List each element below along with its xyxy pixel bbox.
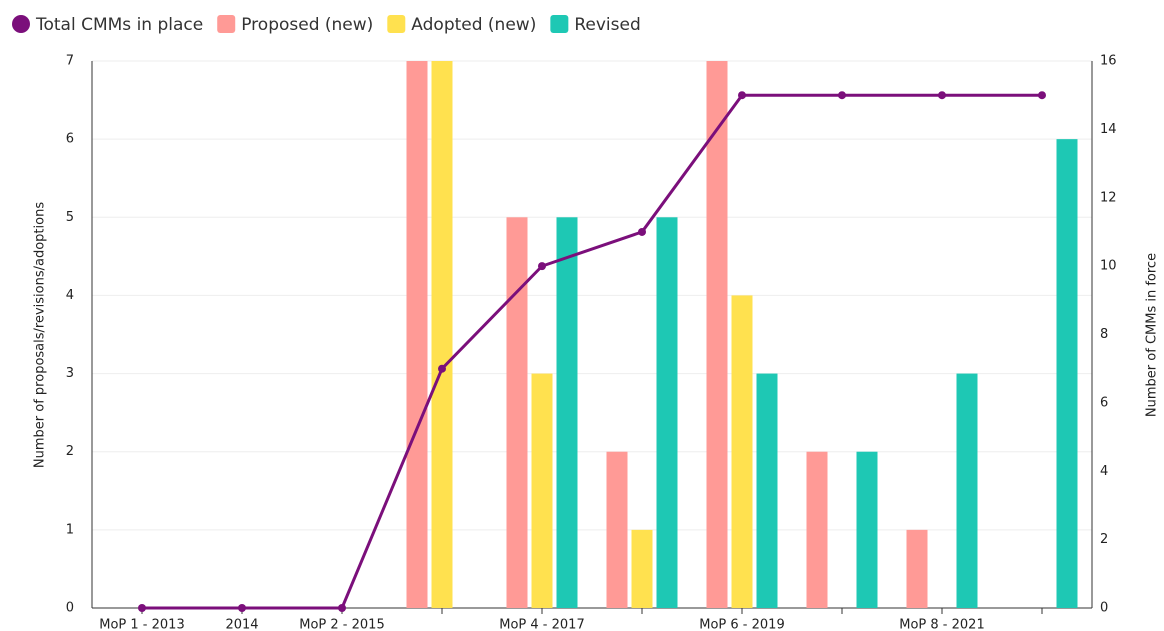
bar xyxy=(956,373,978,608)
x-tick-label: MoP 4 - 2017 xyxy=(499,618,584,631)
y2-tick-label: 12 xyxy=(1100,190,1117,205)
bar xyxy=(906,529,928,608)
y2-tick-label: 10 xyxy=(1100,259,1117,274)
line-point xyxy=(638,227,646,236)
line xyxy=(142,93,1042,610)
y2-tick-label: 0 xyxy=(1100,601,1108,616)
y2-axis-label: Number of CMMs in force xyxy=(1145,253,1160,417)
y2-tick-label: 8 xyxy=(1100,327,1108,342)
line-point xyxy=(938,91,946,100)
x-tick-label: 2014 xyxy=(225,618,258,631)
bar xyxy=(806,451,828,608)
x-tick-label: MoP 2 - 2015 xyxy=(299,618,384,631)
line-point xyxy=(338,604,346,612)
legend-swatch xyxy=(12,15,30,33)
legend-label: Total CMMs in place xyxy=(35,15,203,35)
y-tick-label: 5 xyxy=(66,210,74,225)
legend-swatch xyxy=(387,15,406,33)
bar xyxy=(431,61,453,608)
y-axis-label: Number of proposals/revisions/adoptions xyxy=(33,202,48,468)
y-tick-label: 3 xyxy=(66,366,74,381)
legend-label: Revised xyxy=(574,15,640,35)
y2-tick-label: 4 xyxy=(1100,464,1108,479)
legend-swatch xyxy=(550,15,569,33)
y2-tick-label: 2 xyxy=(1100,532,1108,547)
line-point xyxy=(738,91,746,100)
y2-tick-label: 14 xyxy=(1100,122,1117,137)
y-tick-label: 2 xyxy=(66,444,74,459)
y-tick-label: 1 xyxy=(66,522,74,537)
y-tick-label: 0 xyxy=(66,601,74,616)
bar xyxy=(556,217,578,608)
y-tick-label: 4 xyxy=(66,288,74,303)
line-point xyxy=(438,364,446,373)
bar xyxy=(606,451,628,608)
y2-tick-label: 16 xyxy=(1100,54,1117,69)
line-point xyxy=(838,91,846,100)
line-point xyxy=(238,604,246,612)
bar xyxy=(656,217,678,608)
legend-label: Proposed (new) xyxy=(241,15,373,35)
x-tick-label: MoP 8 - 2021 xyxy=(899,618,984,631)
x-tick-label: MoP 1 - 2013 xyxy=(99,618,184,631)
bar xyxy=(1056,139,1078,608)
line-point xyxy=(1038,91,1046,100)
y2-tick-label: 6 xyxy=(1100,395,1108,410)
bar xyxy=(506,217,528,608)
legend-label: Adopted (new) xyxy=(411,15,536,35)
bar xyxy=(756,373,778,608)
bar xyxy=(631,529,653,608)
bar xyxy=(856,451,878,608)
bar xyxy=(731,295,753,608)
bar xyxy=(706,61,728,608)
legend-swatch xyxy=(217,15,236,33)
bar xyxy=(531,373,553,608)
bar xyxy=(406,61,428,608)
line-point xyxy=(538,262,546,271)
bars xyxy=(406,61,1078,608)
y-tick-label: 6 xyxy=(66,132,74,147)
line-point xyxy=(138,604,146,612)
x-tick-label: MoP 6 - 2019 xyxy=(699,618,784,631)
y-tick-label: 7 xyxy=(66,54,74,69)
